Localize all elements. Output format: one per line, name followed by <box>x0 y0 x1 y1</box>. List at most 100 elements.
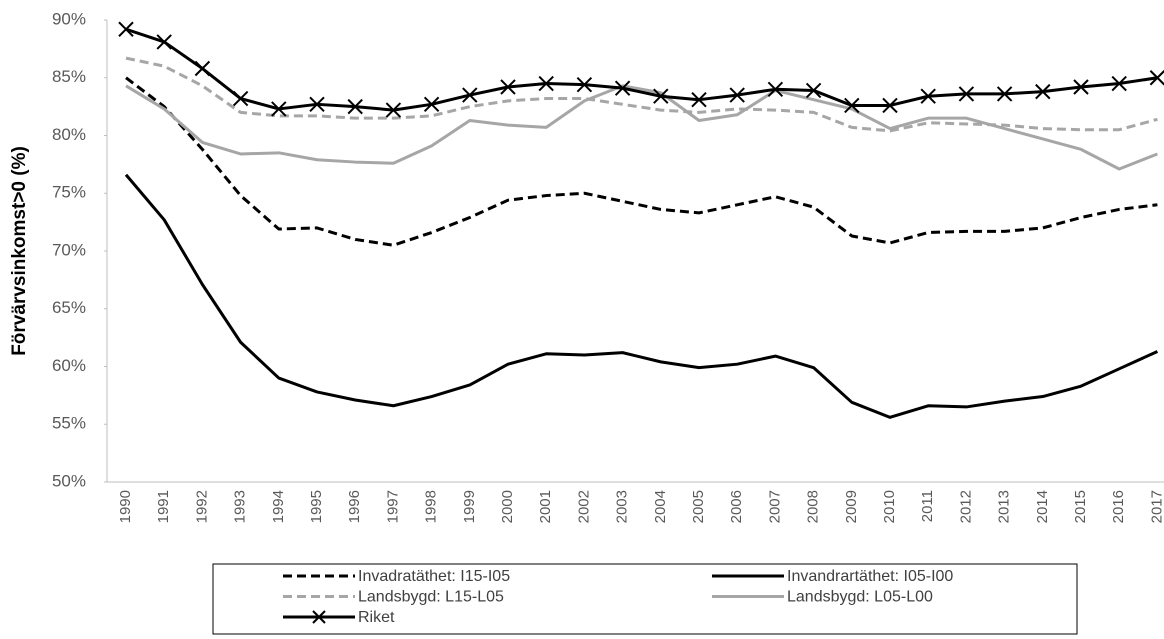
marker <box>614 80 631 96</box>
x-tick-label: 2014 <box>1034 490 1051 523</box>
y-tick-label: 55% <box>52 414 86 433</box>
marker <box>653 88 669 104</box>
marker-stroke <box>920 88 936 104</box>
x-tick-label: 1993 <box>232 490 249 523</box>
marker-stroke <box>538 75 554 92</box>
marker <box>729 87 745 103</box>
marker-stroke <box>958 86 975 102</box>
series-line <box>125 27 1158 112</box>
marker <box>309 96 325 113</box>
x-tick-label: 2017 <box>1148 490 1164 523</box>
marker-stroke <box>1149 70 1164 86</box>
marker <box>805 82 822 99</box>
x-tick-label: 2000 <box>499 490 516 523</box>
marker-stroke <box>312 610 326 624</box>
series-line <box>124 173 1159 419</box>
marker-stroke <box>691 91 707 108</box>
marker-stroke <box>500 79 516 95</box>
marker-stroke <box>309 96 325 113</box>
series-line <box>125 56 1158 133</box>
legend-label: Landsbygd: L15-L05 <box>358 589 504 606</box>
marker-stroke <box>844 97 860 114</box>
legend-label: Riket <box>358 609 395 626</box>
marker <box>1035 83 1051 100</box>
marker <box>844 97 860 114</box>
y-tick-label: 75% <box>52 183 86 202</box>
x-tick-label: 1990 <box>117 490 134 523</box>
y-tick-label: 85% <box>52 67 86 86</box>
x-tick-label: 2006 <box>728 490 745 523</box>
marker-stroke <box>385 102 402 118</box>
marker <box>118 21 134 37</box>
marker-stroke <box>1073 79 1089 95</box>
x-tick-label: 2013 <box>996 490 1013 523</box>
marker-stroke <box>576 76 593 93</box>
x-tick-label: 2007 <box>766 490 783 523</box>
y-tick-label: 65% <box>52 298 86 317</box>
y-tick-label: 90% <box>52 9 86 28</box>
marker <box>538 75 554 92</box>
x-tick-label: 2003 <box>614 490 631 523</box>
marker-stroke <box>423 96 440 113</box>
x-tick-label: 1999 <box>461 490 478 523</box>
x-tick-label: 1997 <box>384 490 401 523</box>
marker <box>767 81 784 98</box>
x-tick-label: 1998 <box>423 490 440 523</box>
marker <box>1149 70 1164 86</box>
marker <box>576 76 593 93</box>
y-tick-label: 80% <box>52 125 86 144</box>
marker-stroke <box>462 87 478 103</box>
y-tick-label: 70% <box>52 240 86 259</box>
x-tick-label: 2008 <box>805 490 822 523</box>
marker <box>462 87 478 103</box>
y-tick-label: 50% <box>52 471 86 490</box>
x-tick-label: 2004 <box>652 490 669 523</box>
marker-stroke <box>118 21 134 37</box>
marker-stroke <box>653 88 669 104</box>
marker <box>1111 75 1127 92</box>
x-tick-label: 1994 <box>270 490 287 523</box>
marker <box>996 86 1013 102</box>
marker <box>1073 79 1089 95</box>
marker-stroke <box>767 81 784 98</box>
legend-label: Landsbygd: L05-L00 <box>787 589 933 606</box>
marker-stroke <box>996 86 1013 102</box>
series-line <box>125 76 1158 247</box>
marker <box>156 34 172 50</box>
marker-stroke <box>1035 83 1051 100</box>
marker <box>194 60 211 77</box>
legend-box <box>212 563 1078 635</box>
y-tick-label: 60% <box>52 356 86 375</box>
marker <box>347 98 363 115</box>
marker-stroke <box>156 34 172 50</box>
marker <box>882 97 898 114</box>
x-tick-label: 2005 <box>690 490 707 523</box>
x-tick-label: 2001 <box>537 490 554 523</box>
legend-label: Invandrartäthet: I05-I00 <box>787 568 953 585</box>
marker-stroke <box>729 87 745 103</box>
x-tick-label: 2011 <box>919 490 936 522</box>
marker-stroke <box>805 82 822 99</box>
y-axis-label: Förvärvsinkomst>0 (%) <box>9 146 30 356</box>
marker-stroke <box>232 90 249 107</box>
marker-stroke <box>614 80 631 96</box>
x-tick-label: 1992 <box>193 490 210 523</box>
marker <box>920 88 936 104</box>
marker <box>271 101 287 117</box>
x-tick-label: 2015 <box>1072 490 1089 523</box>
x-tick-label: 2002 <box>575 490 592 523</box>
x-tick-label: 2009 <box>843 490 860 523</box>
x-tick-label: 2012 <box>957 490 974 523</box>
marker-stroke <box>194 60 211 77</box>
marker-stroke <box>347 98 363 115</box>
x-tick-label: 1996 <box>346 490 363 523</box>
marker <box>958 86 975 102</box>
marker <box>500 79 516 95</box>
x-tick-label: 1995 <box>308 490 325 523</box>
marker-stroke <box>1111 75 1127 92</box>
x-tick-label: 2016 <box>1110 490 1127 523</box>
x-tick-label: 2010 <box>881 490 898 523</box>
series-line <box>125 84 1158 171</box>
